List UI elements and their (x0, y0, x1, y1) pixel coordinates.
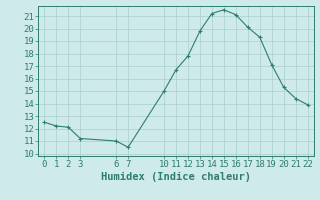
X-axis label: Humidex (Indice chaleur): Humidex (Indice chaleur) (101, 172, 251, 182)
